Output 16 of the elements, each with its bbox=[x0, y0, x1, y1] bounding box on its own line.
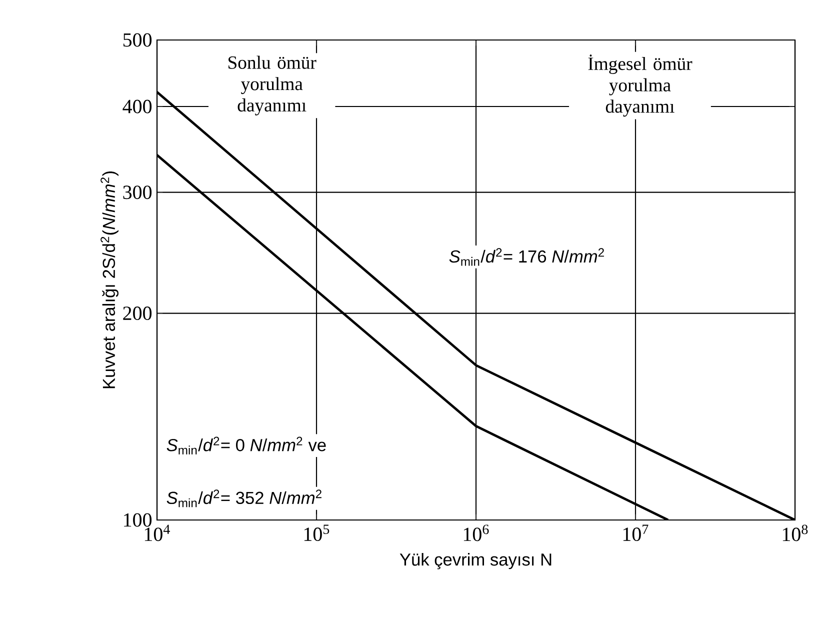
x-axis-title: Yük çevrim sayısı N bbox=[400, 552, 552, 570]
y-tick-label: 100 bbox=[124, 513, 152, 527]
x-tick-label: 10$^{6}$ bbox=[464, 524, 489, 542]
y-tick-label: 300 bbox=[123, 186, 152, 200]
x-tick-label: 10$^{5}$ bbox=[304, 524, 330, 542]
y-tick-label: 200 bbox=[123, 306, 152, 320]
y-tick-label: 400 bbox=[122, 100, 152, 114]
y-tick-label: 500 bbox=[123, 33, 152, 47]
x-tick-label: 10$^{7}$ bbox=[623, 524, 648, 542]
text: S$_{min}$/d$^{2}$= 176 N/mm$^{2}$ bbox=[449, 248, 604, 266]
text: S$_{min}$/d$^{2}$= 0 N/mm$^{2}$ ve bbox=[166, 436, 326, 454]
annotation: İmgesel ömür yorulma dayanımı bbox=[588, 54, 692, 117]
annotation: Sonlu ömür yorulma dayanımı bbox=[228, 56, 316, 116]
text: S$_{min}$/d$^{2}$= 352 N/mm$^{2}$ bbox=[166, 490, 322, 508]
y-axis-title: Kuvvet aralığı 2S/d$^{2}$(N/mm$^{2}$) bbox=[100, 172, 118, 388]
x-tick-label: 10$^{8}$ bbox=[782, 524, 808, 542]
